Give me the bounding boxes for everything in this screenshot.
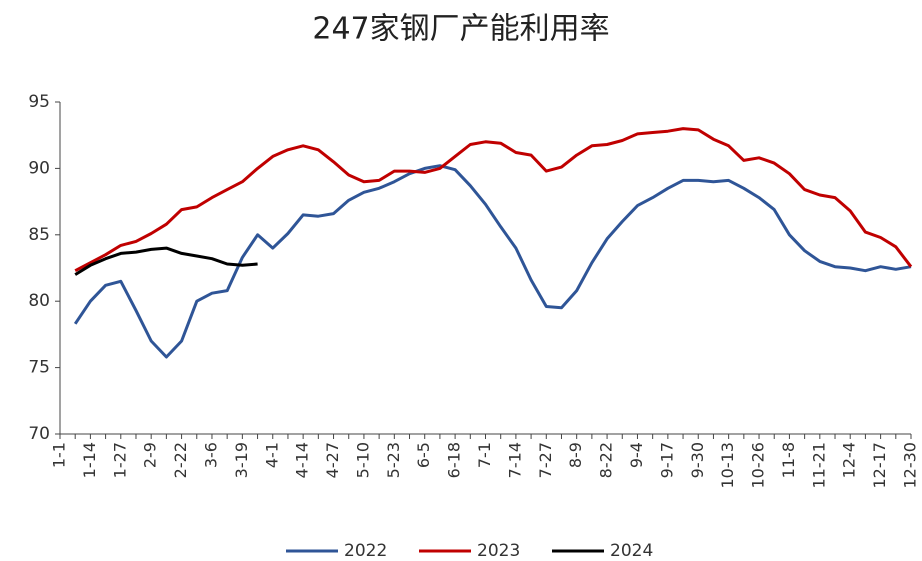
x-tick-label: 1-14 (80, 442, 99, 478)
legend-label: 2023 (477, 541, 520, 561)
x-tick-label: 3-6 (201, 442, 220, 468)
x-tick-label: 4-27 (323, 442, 342, 478)
y-tick-label: 95 (28, 92, 50, 112)
x-tick-label: 2-22 (171, 442, 190, 478)
x-tick-label: 10-13 (718, 442, 737, 489)
x-tick-label: 9-4 (627, 442, 646, 468)
series-line (74, 127, 913, 273)
x-tick-label: 1-27 (110, 442, 129, 478)
x-tick-label: 9-17 (657, 442, 676, 478)
x-tick-label: 8-9 (566, 442, 585, 468)
x-tick-label: 12-30 (901, 442, 920, 489)
y-tick-label: 70 (28, 424, 50, 444)
x-tick-label: 12-17 (870, 442, 889, 489)
chart-title: 247家钢厂产能利用率 (312, 12, 609, 47)
series-line (74, 246, 258, 276)
x-tick-label: 11-21 (809, 442, 828, 489)
x-tick-label: 3-19 (232, 442, 251, 478)
x-tick-label: 11-8 (779, 442, 798, 478)
y-tick-label: 75 (28, 358, 50, 378)
x-tick-label: 4-1 (262, 442, 281, 468)
legend-label: 2024 (610, 541, 653, 561)
x-tick-label: 2-9 (141, 442, 160, 468)
y-tick-label: 85 (28, 225, 50, 245)
legend-label: 2022 (344, 541, 387, 561)
x-tick-label: 7-27 (536, 442, 555, 478)
x-tick-label: 12-4 (840, 442, 859, 478)
x-tick-label: 9-30 (688, 442, 707, 478)
x-tick-label: 1-1 (50, 442, 69, 468)
y-tick-label: 80 (28, 291, 50, 311)
x-tick-label: 5-10 (353, 442, 372, 478)
x-tick-label: 8-22 (597, 442, 616, 478)
x-tick-label: 10-26 (749, 442, 768, 489)
x-tick-label: 6-18 (445, 442, 464, 478)
y-tick-label: 90 (28, 158, 50, 178)
x-tick-label: 5-23 (384, 442, 403, 478)
x-tick-label: 4-14 (293, 442, 312, 478)
series-line (73, 164, 912, 359)
x-tick-label: 7-14 (505, 442, 524, 478)
x-tick-label: 7-1 (475, 442, 494, 468)
x-tick-label: 6-5 (414, 442, 433, 468)
